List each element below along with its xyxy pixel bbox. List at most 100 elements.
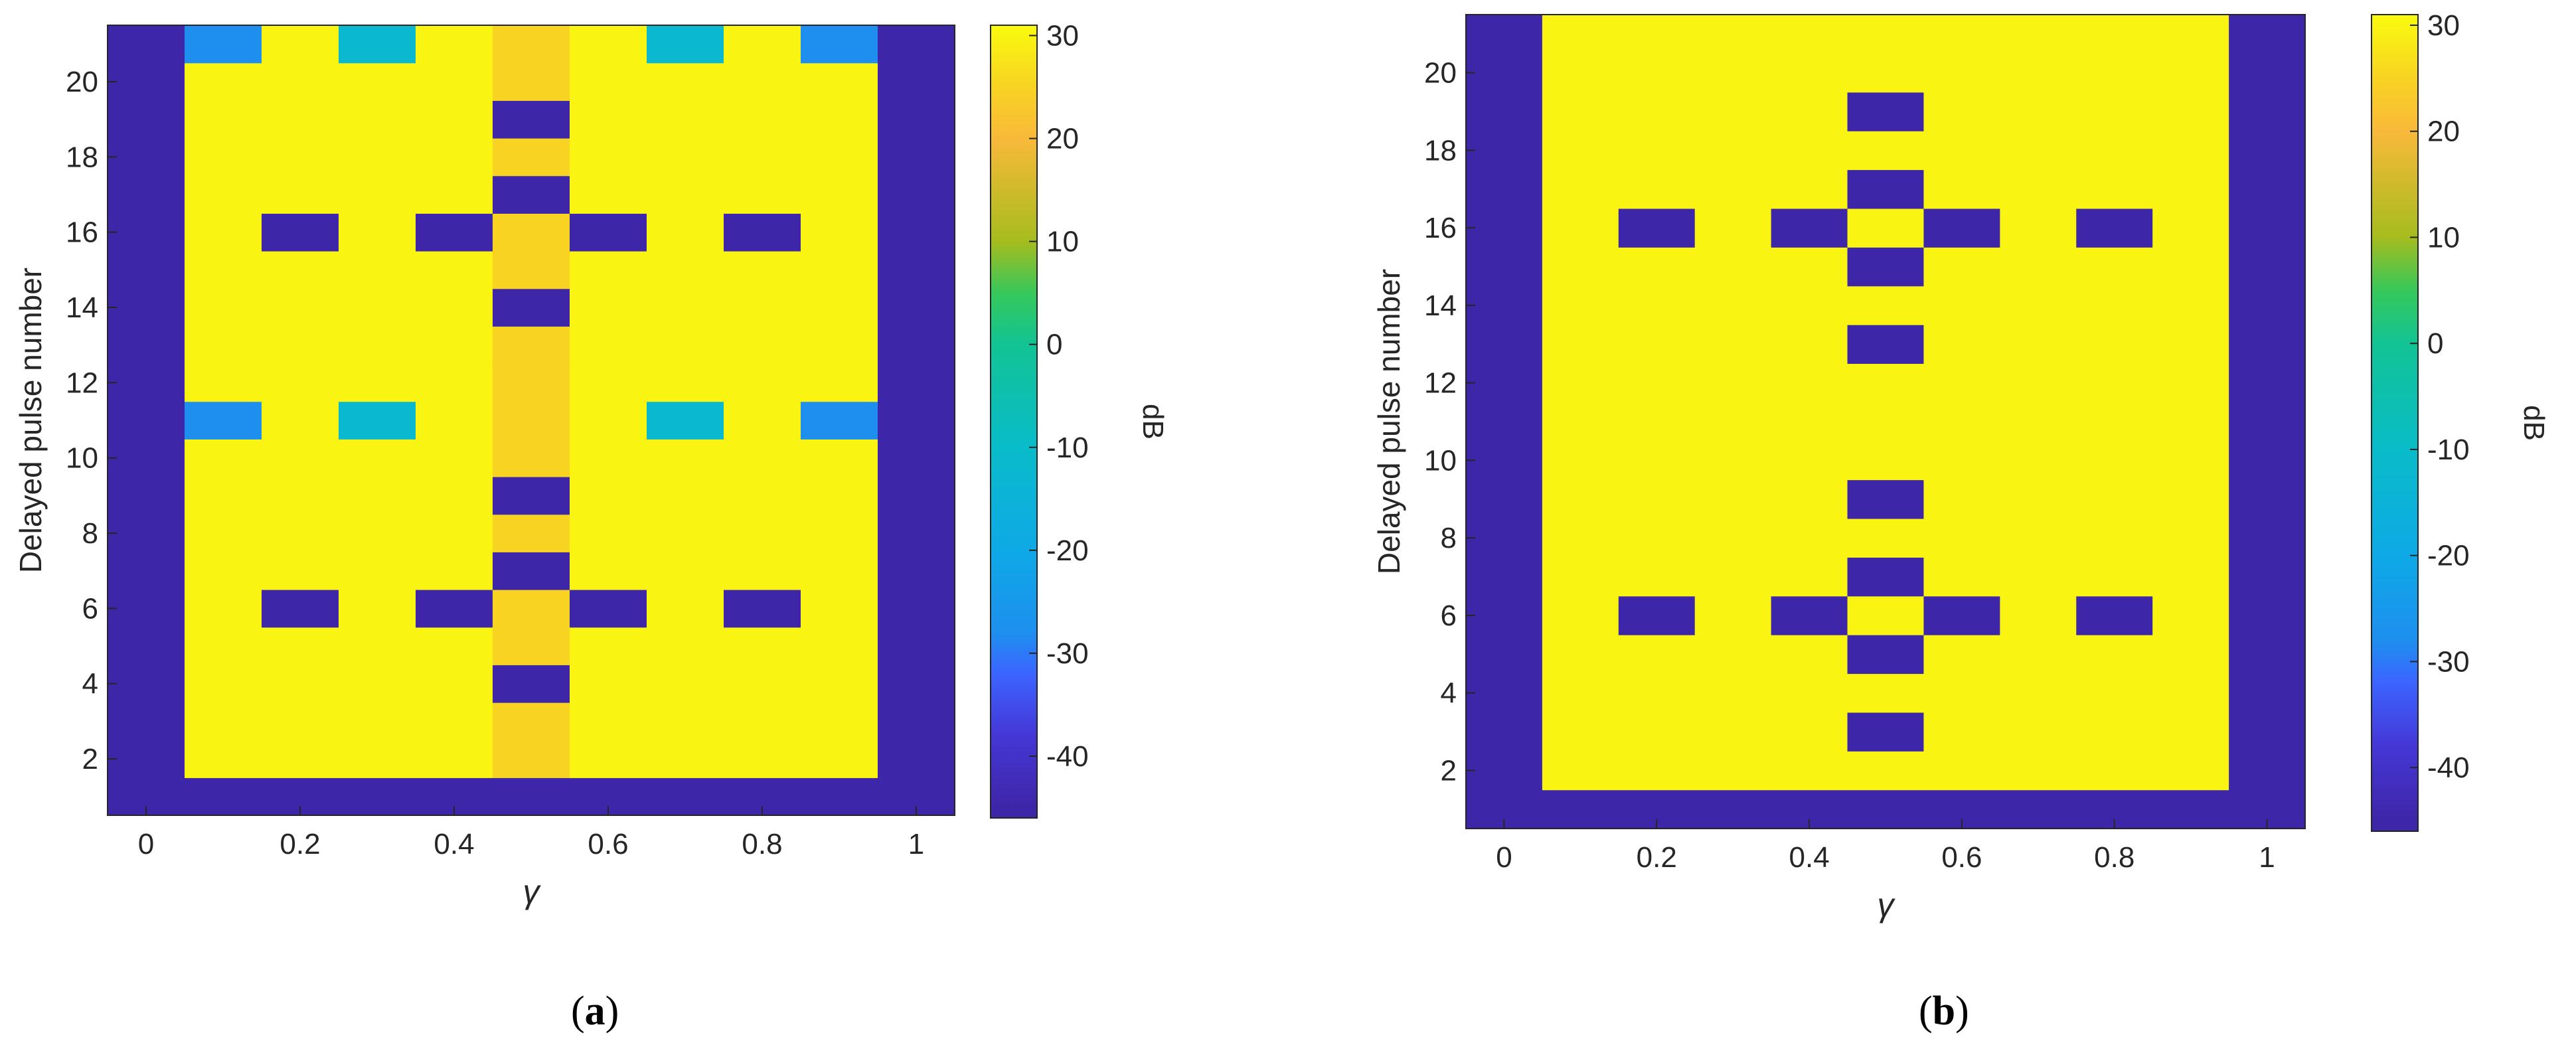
heatmap-cell bbox=[647, 138, 724, 177]
heatmap-cell bbox=[262, 175, 339, 214]
heatmap-cell bbox=[493, 25, 570, 64]
heatmap-cell bbox=[570, 326, 647, 364]
heatmap-cell bbox=[493, 100, 570, 139]
heatmap-cell bbox=[1771, 285, 1848, 325]
heatmap-cell bbox=[416, 590, 493, 628]
heatmap-cell bbox=[878, 175, 955, 214]
heatmap-cell bbox=[1618, 169, 1696, 209]
heatmap-cell bbox=[878, 251, 955, 289]
colorbar-tick-label: 30 bbox=[2427, 9, 2460, 42]
heatmap-cell bbox=[2000, 518, 2077, 558]
heatmap-cell bbox=[416, 326, 493, 364]
heatmap-cell bbox=[878, 62, 955, 101]
heatmap-cell bbox=[1466, 712, 1543, 752]
heatmap-cell bbox=[2152, 402, 2229, 442]
heatmap-cell bbox=[108, 627, 185, 665]
heatmap-cell bbox=[1466, 53, 1543, 93]
heatmap-cell bbox=[339, 364, 416, 402]
heatmap-cell bbox=[1847, 518, 1925, 558]
heatmap-cell bbox=[493, 514, 570, 552]
heatmap-cell bbox=[416, 175, 493, 214]
heatmap-cell bbox=[1466, 751, 1543, 791]
heatmap-cell bbox=[1923, 247, 2000, 287]
heatmap-cell bbox=[2152, 518, 2229, 558]
heatmap-cell bbox=[570, 740, 647, 778]
heatmap-cell bbox=[262, 401, 339, 440]
x-tick-label: 0.8 bbox=[2094, 841, 2134, 874]
heatmap-cell bbox=[1771, 479, 1848, 519]
heatmap-cell bbox=[878, 288, 955, 327]
heatmap-cell bbox=[1694, 751, 1772, 791]
heatmap-cell bbox=[1618, 53, 1696, 93]
heatmap-cell bbox=[185, 702, 262, 741]
caption-a-letter: a bbox=[584, 989, 605, 1034]
heatmap-cell bbox=[185, 251, 262, 289]
heatmap-cell bbox=[2000, 596, 2077, 635]
heatmap-cell bbox=[2076, 712, 2153, 752]
heatmap-cell bbox=[2076, 479, 2153, 519]
heatmap-cell bbox=[2152, 15, 2229, 54]
heatmap-cell bbox=[1923, 131, 2000, 171]
heatmap-cell bbox=[416, 288, 493, 327]
heatmap-cell bbox=[493, 477, 570, 515]
heatmap-cell bbox=[1771, 363, 1848, 403]
heatmap-cell bbox=[724, 590, 801, 628]
heatmap-cell bbox=[1847, 285, 1925, 325]
heatmap-cell bbox=[647, 439, 724, 477]
heatmap-cell bbox=[1618, 131, 1696, 171]
heatmap-cell bbox=[1771, 518, 1848, 558]
heatmap-cell bbox=[493, 138, 570, 177]
heatmap-cell bbox=[1542, 363, 1619, 403]
y-tick-label: 10 bbox=[1424, 444, 1457, 477]
heatmap-cell bbox=[570, 627, 647, 665]
heatmap-cell bbox=[185, 100, 262, 139]
heatmap-cell bbox=[878, 326, 955, 364]
heatmap-cell bbox=[801, 251, 878, 289]
x-tick-label: 0.4 bbox=[1789, 841, 1830, 874]
heatmap-cell bbox=[801, 627, 878, 665]
heatmap-cell bbox=[2152, 285, 2229, 325]
heatmap-cell bbox=[570, 25, 647, 64]
heatmap-cell bbox=[185, 213, 262, 252]
x-tick-label: 0.8 bbox=[742, 828, 782, 860]
heatmap-cell bbox=[262, 62, 339, 101]
heatmap-cell bbox=[1618, 92, 1696, 131]
heatmap-cell bbox=[1847, 635, 1925, 675]
x-tick-label: 0.4 bbox=[434, 828, 474, 860]
y-tick-label: 12 bbox=[66, 366, 98, 399]
heatmap-cell bbox=[2000, 285, 2077, 325]
colorbar-tick-label: -40 bbox=[2427, 752, 2470, 784]
heatmap-cell bbox=[493, 326, 570, 364]
heatmap-cell bbox=[1923, 92, 2000, 131]
heatmap-cell bbox=[262, 665, 339, 703]
heatmap-cell bbox=[647, 62, 724, 101]
heatmap-cell bbox=[1771, 596, 1848, 635]
heatmap-cell bbox=[2152, 789, 2229, 829]
heatmap-cell bbox=[801, 552, 878, 590]
heatmap-cell bbox=[801, 175, 878, 214]
heatmap-cell bbox=[416, 251, 493, 289]
heatmap-cell bbox=[185, 326, 262, 364]
colorbar-tick-label: -10 bbox=[1046, 432, 1089, 464]
heatmap-cell bbox=[185, 552, 262, 590]
heatmap-cell bbox=[1466, 441, 1543, 481]
y-tick-label: 2 bbox=[1441, 754, 1457, 787]
heatmap-cell bbox=[1618, 557, 1696, 597]
heatmap-cell bbox=[2076, 596, 2153, 635]
heatmap-cell bbox=[1618, 712, 1696, 752]
heatmap-cell bbox=[2076, 15, 2153, 54]
heatmap-cell bbox=[2229, 596, 2306, 635]
heatmap-cell bbox=[1466, 169, 1543, 209]
heatmap-cell bbox=[1847, 557, 1925, 597]
heatmap-cell bbox=[2152, 325, 2229, 364]
heatmap-cell bbox=[339, 62, 416, 101]
heatmap-cell bbox=[2152, 53, 2229, 93]
heatmap-cell bbox=[647, 702, 724, 741]
heatmap-cell bbox=[1542, 285, 1619, 325]
heatmap-cell bbox=[1618, 402, 1696, 442]
heatmap-cell bbox=[1847, 92, 1925, 131]
heatmap-cell bbox=[262, 439, 339, 477]
heatmap-cell bbox=[2229, 402, 2306, 442]
heatmap-cell bbox=[493, 665, 570, 703]
